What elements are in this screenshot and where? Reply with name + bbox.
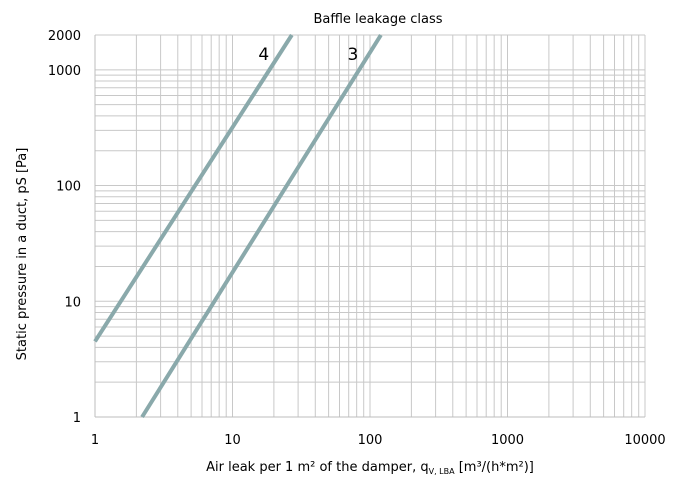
series-line-4	[93, 33, 294, 343]
x-tick-label: 100	[358, 433, 383, 448]
series-line-3	[140, 33, 383, 419]
x-tick-label: 10000	[624, 433, 665, 448]
x-axis-title-subscript: V, LBA	[429, 467, 456, 476]
x-tick-label: 1000	[491, 433, 524, 448]
y-axis-title: Static pressure in a duct, pS [Pa]	[15, 148, 30, 361]
y-tick-label: 10	[64, 295, 81, 310]
grid	[94, 34, 646, 418]
x-tick-label: 10	[224, 433, 241, 448]
x-axis-title-unit: [m³/(h*m²)]	[455, 460, 534, 475]
y-tick-label: 100	[56, 180, 81, 195]
series-label-3: 3	[347, 45, 358, 65]
series-label-4: 4	[258, 45, 269, 65]
y-tick-label: 1	[73, 411, 81, 426]
x-axis-title-main: Air leak per 1 m² of the damper, q	[206, 460, 428, 475]
tick-labels: 1 10 100 1000 10000 1 10 100 1000 2000	[48, 29, 666, 448]
chart-title: Baffle leakage class	[313, 12, 442, 27]
y-tick-label: 1000	[48, 64, 81, 79]
y-tick-label: 2000	[48, 29, 81, 44]
x-axis-title: Air leak per 1 m² of the damper, qV, LBA…	[206, 460, 534, 476]
x-tick-label: 1	[91, 433, 99, 448]
